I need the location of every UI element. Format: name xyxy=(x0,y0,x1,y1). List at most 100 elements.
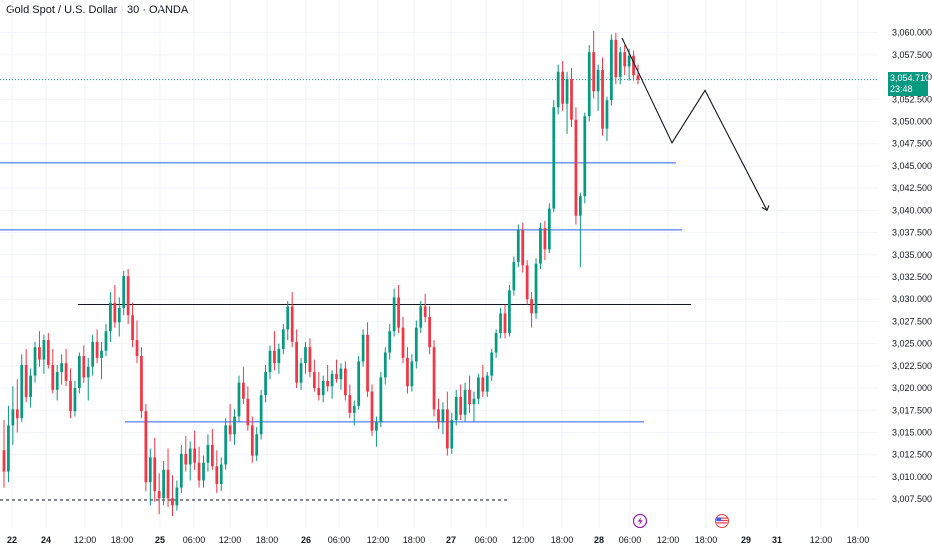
candle-body xyxy=(335,374,338,379)
time-tick-label: 24 xyxy=(41,535,51,545)
candle xyxy=(136,321,139,364)
candle-body xyxy=(561,72,564,104)
candle xyxy=(623,45,626,75)
candle xyxy=(43,335,46,374)
candle xyxy=(592,31,595,99)
candle-body xyxy=(180,454,183,488)
candle-body xyxy=(109,303,112,331)
price-tick-label: 3,042.500 xyxy=(892,183,932,193)
candle-body xyxy=(406,358,409,386)
candle xyxy=(238,376,241,422)
candle xyxy=(269,345,272,379)
event-icons[interactable] xyxy=(634,515,729,528)
candle xyxy=(530,292,533,328)
candle-body xyxy=(51,365,54,390)
candle-body xyxy=(606,100,609,128)
candle xyxy=(499,308,502,338)
candle-body xyxy=(82,356,85,377)
candle xyxy=(521,223,524,273)
candle-body xyxy=(433,347,436,409)
candle-body xyxy=(592,52,595,91)
candle-body xyxy=(375,422,378,431)
price-tick-label: 3,037.500 xyxy=(892,228,932,238)
time-tick-label: 18:00 xyxy=(847,535,870,545)
candle xyxy=(384,347,387,384)
candle-body xyxy=(419,306,422,327)
candle xyxy=(375,416,378,446)
candle-body xyxy=(579,196,582,216)
candle-body xyxy=(450,420,453,448)
lightning-icon[interactable] xyxy=(634,515,647,528)
candle-body xyxy=(442,409,445,421)
candle xyxy=(100,342,103,379)
candle-body xyxy=(282,329,285,349)
candle xyxy=(202,456,205,488)
candle xyxy=(415,321,418,369)
candle xyxy=(78,353,81,394)
candle-body xyxy=(11,409,14,425)
candle-body xyxy=(149,457,152,482)
candle-body xyxy=(105,331,108,351)
candle-body xyxy=(224,425,227,464)
candle-body xyxy=(309,347,312,372)
candle-body xyxy=(637,75,640,79)
candle-body xyxy=(504,313,507,333)
candle xyxy=(446,392,449,456)
candle-body xyxy=(96,342,99,358)
candle xyxy=(260,390,263,440)
candle-body xyxy=(144,411,147,482)
price-tick-label: 3,032.500 xyxy=(892,272,932,282)
candle xyxy=(508,285,511,337)
time-axis[interactable]: 22 24 12:00 18:00 25 06:00 12:00 18:00 26 06:00 12… xyxy=(7,535,869,545)
candle xyxy=(610,34,613,105)
candle-body xyxy=(424,306,427,317)
candle xyxy=(411,354,414,391)
candle xyxy=(455,390,458,426)
candle xyxy=(113,285,116,328)
candle xyxy=(211,429,214,470)
candle-body xyxy=(397,297,400,327)
candle xyxy=(167,448,170,507)
price-tick-label: 3,015.000 xyxy=(892,427,932,437)
time-tick-label: 22 xyxy=(7,535,17,545)
candle-body xyxy=(20,365,23,418)
candle-body xyxy=(552,107,555,208)
candle-body xyxy=(464,390,467,415)
candle-body xyxy=(455,397,458,420)
candles-layer xyxy=(3,31,640,516)
candle-body xyxy=(100,351,103,358)
projection-path xyxy=(622,38,767,210)
candle xyxy=(273,331,276,370)
candle-body xyxy=(512,262,515,290)
candle-body xyxy=(535,264,538,314)
candle-body xyxy=(60,363,63,372)
candle-body xyxy=(486,376,489,392)
us-flag-icon[interactable] xyxy=(716,515,729,528)
candle-body xyxy=(539,228,542,264)
candle-body xyxy=(184,454,187,465)
candle-body xyxy=(25,365,28,397)
candle-body xyxy=(255,434,258,455)
candle xyxy=(566,72,569,134)
candle-body xyxy=(242,383,245,399)
candle-body xyxy=(38,347,41,359)
candle xyxy=(118,297,121,336)
candle-body xyxy=(384,353,387,378)
price-axis[interactable]: 3,060.0003,057.5003,055.0003,052.5003,05… xyxy=(892,28,932,504)
candle xyxy=(3,420,6,488)
candle-body xyxy=(207,445,210,463)
price-tick-label: 3,050.000 xyxy=(892,117,932,127)
candle-body xyxy=(47,340,50,365)
candle xyxy=(606,97,609,141)
time-tick-label: 06:00 xyxy=(619,535,642,545)
candle-body xyxy=(278,349,281,363)
candle-body xyxy=(601,70,604,129)
candle-body xyxy=(544,228,547,249)
time-tick-label: 12:00 xyxy=(367,535,390,545)
candle xyxy=(140,347,143,418)
candle-body xyxy=(238,383,241,417)
candle xyxy=(96,329,99,363)
candle xyxy=(198,447,201,488)
candle xyxy=(357,356,360,409)
